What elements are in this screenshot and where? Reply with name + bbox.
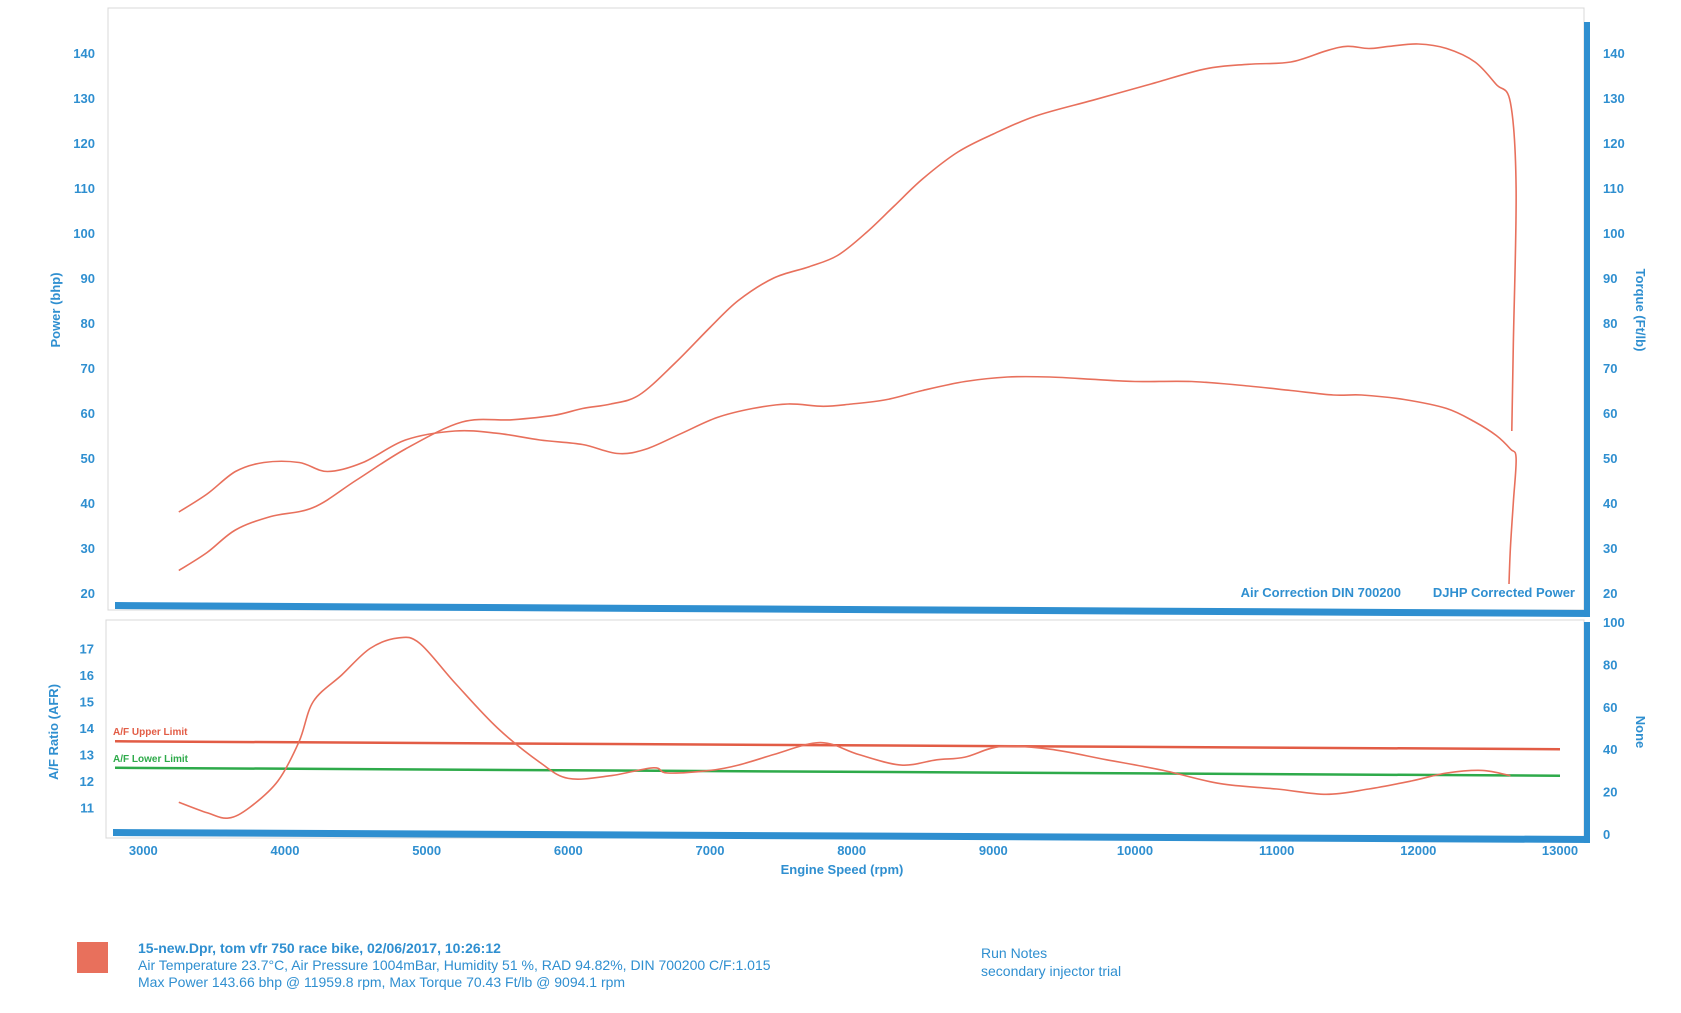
- run-notes-title: Run Notes: [981, 945, 1048, 961]
- corrected-power-label: DJHP Corrected Power: [1433, 585, 1575, 600]
- torque-axis-title: Torque (Ft/lb): [1633, 269, 1648, 352]
- afr-lower-limit-line: [114, 766, 1561, 777]
- power-tick-label: 60: [81, 406, 95, 421]
- torque-tick-label: 50: [1603, 451, 1617, 466]
- rpm-tick-label: 9000: [979, 843, 1008, 858]
- none-tick-label: 100: [1603, 615, 1625, 630]
- power-tick-label: 100: [73, 226, 95, 241]
- torque-tick-label: 70: [1603, 361, 1617, 376]
- power-tick-label: 40: [81, 496, 95, 511]
- run-notes-text: secondary injector trial: [981, 963, 1122, 979]
- rpm-tick-label: 4000: [271, 843, 300, 858]
- run-max-values-line: Max Power 143.66 bhp @ 11959.8 rpm, Max …: [138, 974, 626, 990]
- torque-tick-label: 30: [1603, 541, 1617, 556]
- rpm-tick-label: 6000: [554, 843, 583, 858]
- none-tick-label: 0: [1603, 827, 1610, 842]
- rpm-tick-label: 10000: [1117, 843, 1153, 858]
- torque-tick-label: 120: [1603, 136, 1625, 151]
- afr-tick-label: 14: [80, 721, 95, 736]
- none-tick-label: 80: [1603, 657, 1617, 672]
- lower-limit-label: A/F Lower Limit: [113, 754, 189, 765]
- power-tick-label: 130: [73, 91, 95, 106]
- engine-speed-axis-title: Engine Speed (rpm): [781, 862, 904, 877]
- none-tick-label: 60: [1603, 700, 1617, 715]
- torque-tick-label: 80: [1603, 316, 1617, 331]
- none-tick-label: 20: [1603, 785, 1617, 800]
- lower-bottom-axis-bar: [113, 829, 1590, 843]
- afr-tick-label: 12: [80, 774, 94, 789]
- rpm-tick-label: 3000: [129, 843, 158, 858]
- torque-tick-label: 130: [1603, 91, 1625, 106]
- run-title-line: 15-new.Dpr, tom vfr 750 race bike, 02/06…: [138, 940, 501, 956]
- power-tick-label: 140: [73, 46, 95, 61]
- afr-tick-label: 13: [80, 748, 94, 763]
- lower-right-axis-bar: [1584, 622, 1590, 843]
- lower-plot-frame: [105, 619, 1585, 839]
- none-tick-label: 40: [1603, 742, 1617, 757]
- afr-upper-limit-line: [114, 740, 1561, 751]
- torque-tick-label: 60: [1603, 406, 1617, 421]
- rpm-tick-label: 13000: [1542, 843, 1578, 858]
- afr-axis-title: A/F Ratio (AFR): [46, 684, 61, 780]
- rpm-tick-label: 12000: [1400, 843, 1436, 858]
- rpm-tick-label: 5000: [412, 843, 441, 858]
- rpm-tick-label: 7000: [696, 843, 725, 858]
- torque-tick-label: 110: [1603, 181, 1624, 196]
- none-axis-title: None: [1633, 716, 1648, 749]
- afr-tick-label: 16: [80, 668, 94, 683]
- torque-tick-label: 100: [1603, 226, 1625, 241]
- upper-bottom-axis-bar: [115, 602, 1590, 617]
- rpm-tick-label: 11000: [1259, 843, 1294, 858]
- power-curve: [178, 43, 1517, 572]
- air-correction-label: Air Correction DIN 700200: [1241, 585, 1401, 600]
- torque-curve: [178, 375, 1517, 585]
- power-tick-label: 80: [81, 316, 95, 331]
- upper-plot-frame: [107, 7, 1585, 611]
- power-axis-title: Power (bhp): [48, 272, 63, 347]
- run-notes: Run Notes secondary injector trial: [981, 944, 1121, 980]
- power-tick-label: 120: [73, 136, 95, 151]
- rpm-tick-label: 8000: [837, 843, 866, 858]
- power-tick-label: 30: [81, 541, 95, 556]
- torque-tick-label: 90: [1603, 271, 1617, 286]
- upper-limit-label: A/F Upper Limit: [113, 727, 188, 738]
- afr-tick-label: 17: [80, 642, 94, 657]
- torque-tick-label: 20: [1603, 586, 1617, 601]
- afr-tick-label: 15: [80, 695, 94, 710]
- run-details: 15-new.Dpr, tom vfr 750 race bike, 02/06…: [138, 940, 771, 991]
- power-tick-label: 20: [81, 586, 95, 601]
- torque-tick-label: 140: [1603, 46, 1625, 61]
- power-tick-label: 50: [81, 451, 95, 466]
- upper-right-axis-bar: [1584, 22, 1590, 617]
- power-tick-label: 90: [81, 271, 95, 286]
- torque-tick-label: 40: [1603, 496, 1617, 511]
- power-tick-label: 70: [81, 361, 95, 376]
- run-info-footer: 15-new.Dpr, tom vfr 750 race bike, 02/06…: [0, 935, 1681, 1013]
- afr-curve: [178, 636, 1511, 820]
- afr-tick-label: 11: [80, 801, 94, 816]
- power-tick-label: 110: [74, 181, 95, 196]
- run-color-swatch: [77, 942, 108, 973]
- run-conditions-line: Air Temperature 23.7°C, Air Pressure 100…: [138, 957, 771, 973]
